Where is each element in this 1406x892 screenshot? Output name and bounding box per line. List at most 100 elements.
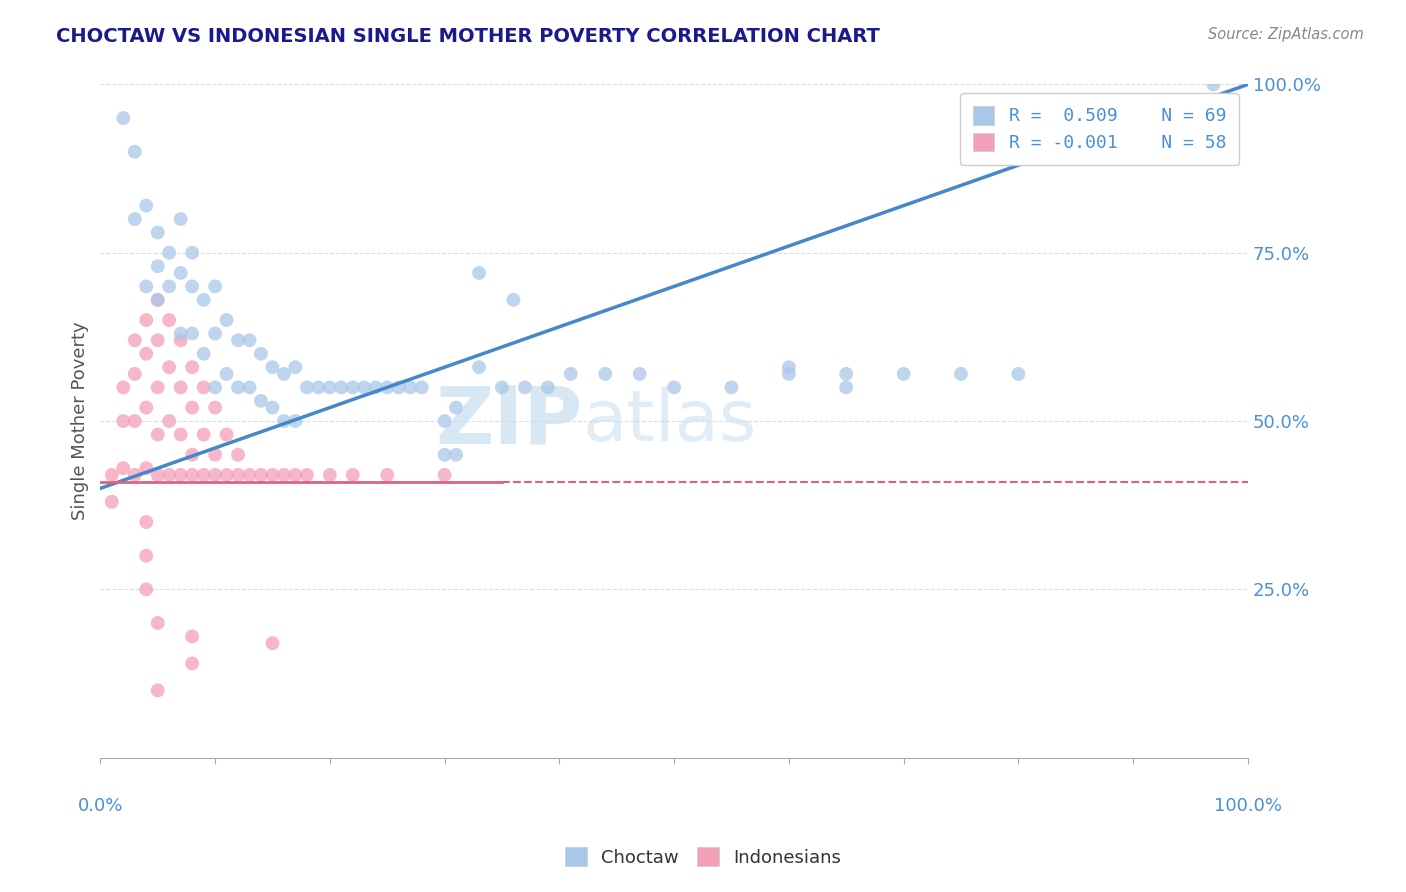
Point bbox=[491, 380, 513, 394]
Point bbox=[342, 380, 364, 394]
Point bbox=[170, 427, 193, 442]
Point bbox=[146, 333, 169, 347]
Point bbox=[204, 401, 226, 415]
Text: 100.0%: 100.0% bbox=[1213, 797, 1282, 814]
Point bbox=[135, 313, 157, 327]
Point bbox=[112, 111, 135, 125]
Point bbox=[388, 380, 411, 394]
Point bbox=[181, 401, 204, 415]
Point bbox=[146, 293, 169, 307]
Point bbox=[284, 467, 307, 482]
Point bbox=[146, 293, 169, 307]
Point bbox=[146, 683, 169, 698]
Point bbox=[238, 467, 260, 482]
Point bbox=[433, 414, 456, 428]
Point bbox=[444, 401, 467, 415]
Point bbox=[226, 448, 249, 462]
Point bbox=[835, 367, 858, 381]
Point bbox=[502, 293, 524, 307]
Point bbox=[1202, 78, 1225, 92]
Point bbox=[893, 367, 915, 381]
Point bbox=[330, 380, 353, 394]
Point bbox=[146, 467, 169, 482]
Point bbox=[226, 467, 249, 482]
Point bbox=[262, 636, 284, 650]
Point bbox=[124, 333, 146, 347]
Y-axis label: Single Mother Poverty: Single Mother Poverty bbox=[72, 322, 89, 520]
Point bbox=[399, 380, 422, 394]
Point bbox=[181, 279, 204, 293]
Point bbox=[250, 467, 273, 482]
Point bbox=[468, 266, 491, 280]
Point bbox=[835, 380, 858, 394]
Point bbox=[124, 145, 146, 159]
Point bbox=[181, 360, 204, 375]
Point bbox=[124, 467, 146, 482]
Point bbox=[170, 266, 193, 280]
Legend: R =  0.509    N = 69, R = -0.001    N = 58: R = 0.509 N = 69, R = -0.001 N = 58 bbox=[960, 94, 1239, 165]
Point bbox=[468, 360, 491, 375]
Legend: Choctaw, Indonesians: Choctaw, Indonesians bbox=[558, 840, 848, 874]
Point bbox=[157, 414, 180, 428]
Point bbox=[112, 414, 135, 428]
Point bbox=[307, 380, 329, 394]
Point bbox=[1007, 367, 1029, 381]
Point bbox=[720, 380, 742, 394]
Point bbox=[215, 427, 238, 442]
Point bbox=[170, 333, 193, 347]
Point bbox=[157, 313, 180, 327]
Point bbox=[135, 347, 157, 361]
Point bbox=[273, 467, 295, 482]
Point bbox=[238, 380, 260, 394]
Point bbox=[284, 414, 307, 428]
Point bbox=[135, 401, 157, 415]
Point bbox=[215, 313, 238, 327]
Point bbox=[215, 367, 238, 381]
Point bbox=[135, 582, 157, 597]
Point bbox=[135, 279, 157, 293]
Point bbox=[146, 380, 169, 394]
Point bbox=[342, 467, 364, 482]
Point bbox=[262, 467, 284, 482]
Point bbox=[157, 279, 180, 293]
Point bbox=[157, 245, 180, 260]
Text: atlas: atlas bbox=[582, 386, 756, 456]
Point bbox=[170, 467, 193, 482]
Point bbox=[112, 380, 135, 394]
Point bbox=[513, 380, 536, 394]
Point bbox=[628, 367, 651, 381]
Text: Source: ZipAtlas.com: Source: ZipAtlas.com bbox=[1208, 27, 1364, 42]
Point bbox=[444, 448, 467, 462]
Point bbox=[273, 367, 295, 381]
Point bbox=[250, 393, 273, 408]
Point bbox=[204, 380, 226, 394]
Point bbox=[181, 448, 204, 462]
Point bbox=[135, 515, 157, 529]
Point bbox=[112, 461, 135, 475]
Point bbox=[593, 367, 616, 381]
Point bbox=[250, 347, 273, 361]
Point bbox=[181, 326, 204, 341]
Point bbox=[193, 380, 215, 394]
Point bbox=[101, 495, 124, 509]
Text: ZIP: ZIP bbox=[434, 382, 582, 460]
Point bbox=[181, 245, 204, 260]
Point bbox=[193, 347, 215, 361]
Point bbox=[181, 467, 204, 482]
Point bbox=[273, 414, 295, 428]
Point bbox=[238, 333, 260, 347]
Point bbox=[375, 467, 398, 482]
Point bbox=[433, 448, 456, 462]
Text: CHOCTAW VS INDONESIAN SINGLE MOTHER POVERTY CORRELATION CHART: CHOCTAW VS INDONESIAN SINGLE MOTHER POVE… bbox=[56, 27, 880, 45]
Point bbox=[146, 259, 169, 273]
Point bbox=[560, 367, 582, 381]
Point bbox=[135, 461, 157, 475]
Point bbox=[537, 380, 560, 394]
Point bbox=[353, 380, 375, 394]
Point bbox=[157, 360, 180, 375]
Point bbox=[778, 360, 800, 375]
Point bbox=[193, 427, 215, 442]
Point bbox=[949, 367, 972, 381]
Point bbox=[170, 380, 193, 394]
Point bbox=[226, 380, 249, 394]
